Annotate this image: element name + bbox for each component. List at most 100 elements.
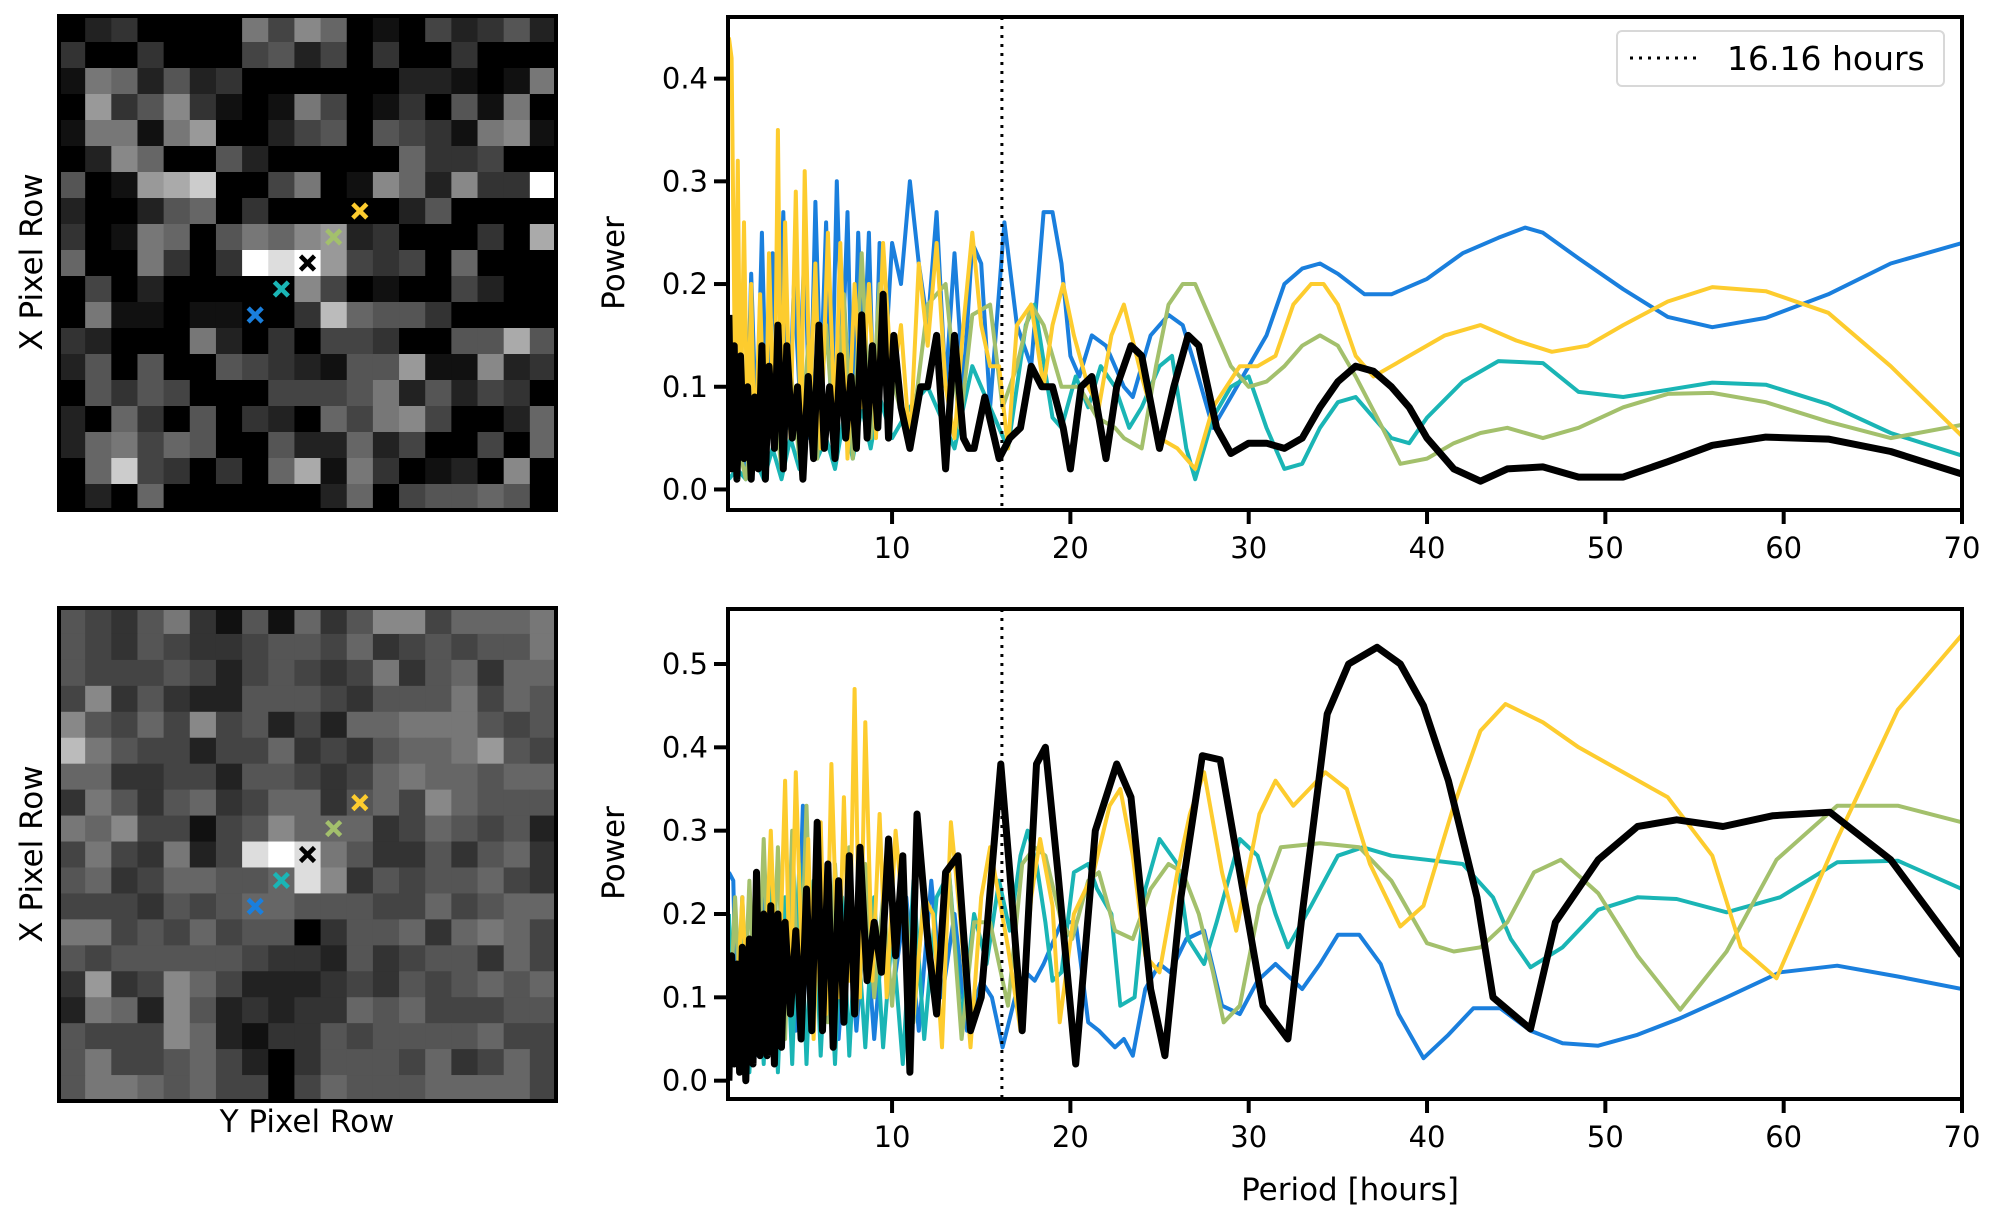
pixel-cell [346, 250, 374, 277]
pixel-cell [477, 458, 505, 485]
pixel-cell [529, 120, 557, 147]
pixel-cell [294, 997, 322, 1024]
pixel-cell [320, 458, 348, 485]
pixel-cell [59, 172, 86, 199]
pixel-cell [137, 763, 165, 791]
pixel-cell [399, 608, 426, 635]
pixel-cell [189, 608, 217, 635]
pixel-cell [59, 841, 86, 869]
pixel-cell [425, 763, 452, 791]
pixel-cell [111, 971, 139, 998]
pixel-cell [215, 815, 243, 843]
pixel-cell [137, 224, 165, 251]
pixel-cell [268, 146, 296, 173]
pixel-cell [163, 120, 191, 147]
pixel-cell [503, 737, 531, 765]
pixel-cell [137, 302, 165, 329]
pixel-cell [372, 172, 400, 199]
pixel-cell [503, 276, 531, 303]
pixel-cell [503, 919, 531, 946]
pixel-cell [451, 120, 479, 147]
pixel-cell [399, 120, 426, 147]
pixel-cell [503, 432, 531, 459]
pixel-cell [242, 484, 269, 511]
pixel-cell [425, 484, 452, 511]
pixel-cell [163, 172, 191, 199]
pixel-cell [111, 432, 139, 459]
pixel-cell [320, 919, 348, 946]
pixel-cell [111, 250, 139, 277]
pixel-cell [137, 432, 165, 459]
y-tick-label: 0.1 [662, 370, 708, 404]
pixel-cell [320, 94, 348, 121]
pixel-cell [268, 198, 296, 225]
pixel-cell [215, 328, 243, 355]
pixel-cell [189, 971, 217, 998]
pixel-cell [85, 432, 112, 459]
pixel-cell [399, 328, 426, 355]
pixel-cell [346, 276, 374, 303]
pixel-cell [215, 16, 243, 43]
pixel-cell [294, 432, 322, 459]
pixel-cell [372, 328, 400, 355]
pixel-cell [111, 94, 139, 121]
pixel-cell [189, 250, 217, 277]
pixel-cell [503, 458, 531, 485]
pixel-cell [215, 1049, 243, 1076]
pixel-cell [85, 971, 112, 998]
pixel-cell [477, 1023, 505, 1050]
pixel-cell [477, 172, 505, 199]
pixel-cell [451, 432, 479, 459]
pixel-cell [111, 458, 139, 485]
x-tick-label: 40 [1409, 531, 1446, 565]
y-tick-label: 0.0 [662, 1064, 708, 1098]
pixel-cell [529, 42, 557, 69]
pixel-cell [451, 354, 479, 381]
pixel-cell [451, 763, 479, 791]
pixel-cell [320, 711, 348, 739]
pixel-cell [399, 146, 426, 173]
pixel-cell [189, 893, 217, 920]
pixel-cell [503, 608, 531, 635]
pixel-cell [320, 1023, 348, 1050]
pixel-cell [59, 1075, 86, 1102]
pixel-cell [215, 94, 243, 121]
pixel-cell [451, 16, 479, 43]
pixel-cell [477, 250, 505, 277]
pixel-cell [294, 737, 322, 765]
pixel-cell [346, 68, 374, 95]
pixel-cell [163, 68, 191, 95]
pixel-cell [85, 997, 112, 1024]
pixel-cell [451, 841, 479, 869]
pixel-cell [529, 685, 557, 713]
pixel-cell [268, 432, 296, 459]
pixel-cell [372, 276, 400, 303]
pixel-cell [451, 172, 479, 199]
pixel-cell [111, 120, 139, 147]
x-tick-label: 30 [1230, 531, 1267, 565]
pixel-cell [399, 815, 426, 843]
pixel-cell [477, 328, 505, 355]
pixel-cell [268, 250, 296, 277]
pixel-cell [189, 997, 217, 1024]
pixel-cell [294, 406, 322, 433]
pixel-cell [425, 633, 452, 661]
pixel-cell [242, 633, 269, 661]
pixel-cell [372, 302, 400, 329]
pixel-cell [346, 867, 374, 895]
pixel-cell [399, 458, 426, 485]
pixel-cell [85, 42, 112, 69]
pixel-cell [346, 841, 374, 869]
pixel-cell [503, 250, 531, 277]
pixel-cell [163, 763, 191, 791]
pixel-cell [242, 432, 269, 459]
pixel-cell [111, 354, 139, 381]
pixel-cell [477, 146, 505, 173]
pixel-cell [189, 659, 217, 687]
pixel-cell [399, 354, 426, 381]
pixel-cell [425, 919, 452, 946]
y-tick-label: 0.4 [662, 730, 708, 764]
pixel-cell [529, 458, 557, 485]
pixel-cell [268, 16, 296, 43]
pixel-cell [111, 711, 139, 739]
